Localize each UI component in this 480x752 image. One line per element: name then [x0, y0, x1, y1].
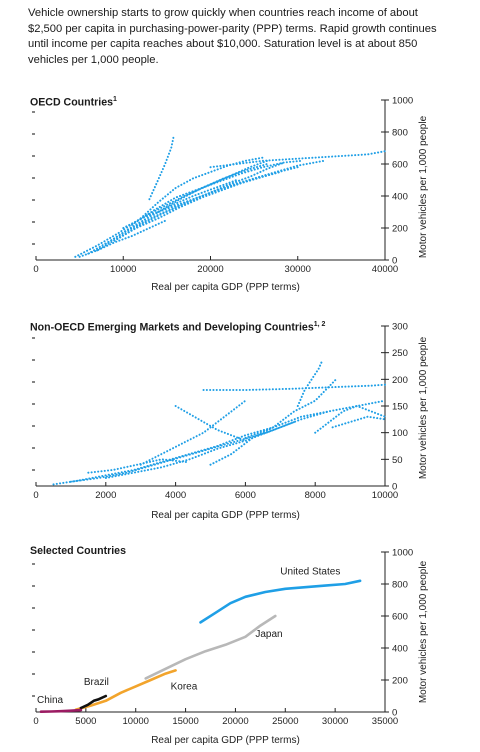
nonoecd-y-tick-label: 50 [392, 455, 403, 466]
nonoecd-x-tick-label: 0 [33, 490, 38, 501]
oecd-series-line-11 [78, 219, 168, 258]
oecd-series-line-8 [148, 134, 175, 201]
oecd-y-tick-label: 200 [392, 224, 408, 235]
nonoecd-y-tick-label: 250 [392, 348, 408, 359]
nonoecd-title-note: 1, 2 [313, 321, 326, 328]
selected-panel-title: Selected Countries [30, 545, 126, 557]
oecd-panel-title: OECD Countries1 [30, 96, 117, 109]
nonoecd-series-line-10 [87, 458, 188, 474]
oecd-series-line-7 [104, 179, 238, 245]
nonoecd-series-line-4 [202, 383, 386, 391]
china-series-label: China [37, 695, 64, 706]
oecd-series-line-1 [96, 161, 286, 252]
oecd-series-line-9 [209, 150, 386, 169]
china-series-line [39, 708, 83, 713]
korea-series-line [74, 669, 177, 711]
selected-y-tick-label: 400 [392, 644, 408, 655]
selected-title-text: Selected Countries [30, 545, 126, 557]
oecd-title-note: 1 [113, 96, 117, 103]
oecd-x-tick-label: 30000 [285, 264, 311, 275]
nonoecd-series-line-8 [296, 359, 324, 407]
oecd-x-tick-label: 0 [33, 264, 38, 275]
japan-series-label: Japan [255, 629, 282, 640]
selected-x-tick-label: 0 [33, 716, 38, 727]
oecd-x-tick-label: 10000 [110, 264, 136, 275]
nonoecd-title-text: Non-OECD Emerging Markets and Developing… [30, 321, 314, 334]
oecd-series-line-10 [157, 163, 269, 213]
oecd-series-line-3 [122, 159, 325, 229]
oecd-y-tick-label: 800 [392, 128, 408, 139]
nonoecd-x-tick-label: 4000 [165, 490, 186, 501]
nonoecd-y-tick-label: 200 [392, 375, 408, 386]
selected-x-axis-title: Real per capita GDP (PPP terms) [151, 735, 300, 746]
oecd-x-axis-title: Real per capita GDP (PPP terms) [151, 282, 300, 293]
oecd-y-tick-label: 600 [392, 160, 408, 171]
selected-x-tick-label: 20000 [222, 716, 248, 727]
selected-y-tick-label: 1000 [392, 548, 413, 559]
oecd-series-line-5 [131, 159, 304, 226]
brazil-series-label: Brazil [84, 677, 109, 688]
korea-series-label: Korea [171, 682, 198, 693]
oecd-y-axis-title: Motor vehicles per 1,000 people [418, 115, 429, 258]
nonoecd-series-line-9 [174, 405, 247, 442]
oecd-x-tick-label: 40000 [372, 264, 398, 275]
selected-y-tick-label: 800 [392, 580, 408, 591]
oecd-y-tick-label: 0 [392, 256, 397, 267]
oecd-x-tick-label: 20000 [197, 264, 223, 275]
oecd-series-line-6 [139, 156, 264, 220]
nonoecd-y-axis-title: Motor vehicles per 1,000 people [418, 336, 429, 479]
selected-x-tick-label: 35000 [372, 716, 398, 727]
nonoecd-y-tick-label: 0 [392, 482, 397, 493]
nonoecd-panel-title: Non-OECD Emerging Markets and Developing… [30, 321, 325, 334]
nonoecd-series-line-0 [52, 426, 275, 486]
oecd-y-tick-label: 400 [392, 192, 408, 203]
nonoecd-x-tick-label: 10000 [372, 490, 398, 501]
selected-x-tick-label: 25000 [272, 716, 298, 727]
oecd-series-line-0 [74, 159, 269, 258]
selected-y-axis-title: Motor vehicles per 1,000 people [418, 560, 429, 703]
nonoecd-series-line-3 [139, 399, 247, 466]
selected-countries-chart: 0 5000 10000 15000 20000 25000 30000 3500002004… [32, 548, 429, 746]
oecd-y-tick-label: 1000 [392, 96, 413, 107]
japan-series-line [144, 614, 277, 680]
united-states-series-line [199, 579, 362, 624]
selected-x-tick-label: 5000 [75, 716, 96, 727]
nonoecd-series-line-7 [314, 405, 386, 434]
nonoecd-series-line-6 [244, 399, 386, 439]
intro-text: Vehicle ownership starts to grow quickly… [28, 7, 437, 66]
nonoecd-x-tick-label: 6000 [235, 490, 256, 501]
nonoecd-series-line-2 [104, 410, 331, 479]
oecd-title-text: OECD Countries [30, 96, 113, 109]
united-states-series-label: United States [280, 566, 340, 577]
nonoecd-y-tick-label: 150 [392, 402, 408, 413]
oecd-chart: 0 10000 20000 30000 4000002004006008001000Re… [32, 96, 429, 293]
brazil-series-line [79, 694, 108, 710]
nonoecd-y-tick-label: 100 [392, 428, 408, 439]
selected-y-tick-label: 200 [392, 676, 408, 687]
nonoecd-x-tick-label: 8000 [305, 490, 326, 501]
selected-x-tick-label: 15000 [172, 716, 198, 727]
selected-x-tick-label: 10000 [123, 716, 149, 727]
nonoecd-series-line-5 [209, 378, 338, 466]
nonoecd-x-tick-label: 2000 [95, 490, 116, 501]
nonoecd-chart: 0 2000 4000 6000 8000 10000050100150200250300… [32, 322, 429, 521]
nonoecd-x-axis-title: Real per capita GDP (PPP terms) [151, 510, 300, 521]
nonoecd-y-tick-label: 300 [392, 322, 408, 333]
selected-y-tick-label: 0 [392, 708, 397, 719]
nonoecd-series-line-11 [331, 415, 386, 429]
selected-y-tick-label: 600 [392, 612, 408, 623]
oecd-series-line-2 [113, 166, 299, 242]
selected-x-tick-label: 30000 [322, 716, 348, 727]
